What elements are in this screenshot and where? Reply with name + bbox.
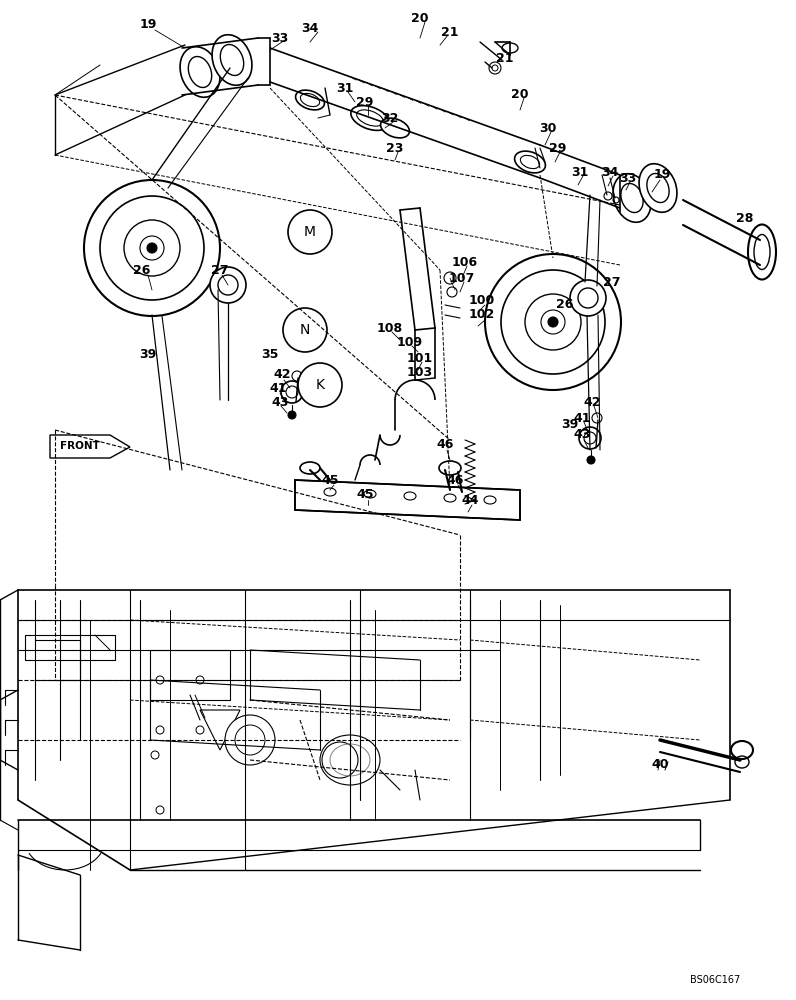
Ellipse shape (748, 225, 776, 279)
Circle shape (288, 411, 296, 419)
Text: 45: 45 (357, 488, 374, 502)
Text: 108: 108 (377, 322, 403, 334)
Polygon shape (50, 435, 130, 458)
Text: 39: 39 (561, 418, 579, 432)
Text: 29: 29 (549, 141, 567, 154)
Text: 23: 23 (386, 141, 404, 154)
Text: 103: 103 (407, 365, 433, 378)
Circle shape (225, 715, 275, 765)
Circle shape (570, 280, 606, 316)
Circle shape (579, 427, 601, 449)
Ellipse shape (300, 462, 320, 474)
Polygon shape (200, 710, 240, 750)
Circle shape (288, 210, 332, 254)
Circle shape (604, 192, 612, 200)
Text: 34: 34 (302, 21, 318, 34)
Circle shape (156, 806, 164, 814)
Circle shape (322, 742, 358, 778)
Text: 28: 28 (736, 212, 754, 225)
Ellipse shape (514, 151, 545, 173)
Text: 40: 40 (651, 758, 669, 772)
Ellipse shape (613, 174, 651, 222)
Text: M: M (304, 225, 316, 239)
Text: K: K (315, 378, 325, 392)
Text: 46: 46 (447, 474, 464, 487)
Text: 20: 20 (511, 89, 529, 102)
Text: 107: 107 (449, 271, 475, 284)
Text: 46: 46 (436, 438, 454, 452)
Polygon shape (295, 480, 520, 520)
Text: 19: 19 (139, 18, 157, 31)
Text: 20: 20 (412, 11, 429, 24)
Text: 109: 109 (397, 336, 423, 349)
Circle shape (447, 287, 457, 297)
Text: 43: 43 (573, 428, 591, 442)
Circle shape (283, 308, 327, 352)
Circle shape (281, 381, 303, 403)
Ellipse shape (380, 118, 409, 138)
Ellipse shape (295, 90, 325, 110)
Circle shape (196, 726, 204, 734)
Text: 42: 42 (583, 395, 601, 408)
Circle shape (485, 254, 621, 390)
Circle shape (156, 726, 164, 734)
Text: 43: 43 (271, 395, 289, 408)
Circle shape (292, 371, 302, 381)
Circle shape (592, 413, 602, 423)
Ellipse shape (444, 494, 456, 502)
Text: 41: 41 (573, 412, 591, 424)
Text: 21: 21 (496, 51, 513, 64)
Ellipse shape (404, 492, 416, 500)
Circle shape (84, 180, 220, 316)
Text: 34: 34 (601, 165, 618, 178)
Text: 19: 19 (654, 168, 671, 182)
Circle shape (444, 272, 456, 284)
Text: 30: 30 (540, 121, 556, 134)
Text: 33: 33 (619, 172, 637, 184)
Text: FRONT: FRONT (60, 441, 100, 451)
Text: 102: 102 (469, 308, 495, 322)
Text: 26: 26 (133, 263, 150, 276)
Ellipse shape (180, 47, 220, 97)
Text: 35: 35 (261, 349, 279, 361)
Ellipse shape (439, 461, 461, 475)
Ellipse shape (639, 164, 677, 212)
Text: 42: 42 (273, 368, 291, 381)
Circle shape (548, 317, 558, 327)
Ellipse shape (212, 35, 252, 85)
Circle shape (298, 363, 342, 407)
Text: 101: 101 (407, 352, 433, 364)
Text: 41: 41 (269, 381, 287, 394)
Text: 27: 27 (603, 275, 621, 288)
Circle shape (147, 243, 157, 253)
Ellipse shape (364, 490, 376, 498)
Circle shape (156, 676, 164, 684)
Text: 29: 29 (357, 96, 373, 108)
Text: 39: 39 (139, 349, 157, 361)
Text: 31: 31 (337, 82, 353, 95)
Text: 106: 106 (452, 255, 478, 268)
Text: 32: 32 (381, 111, 399, 124)
Circle shape (151, 751, 159, 759)
Ellipse shape (484, 496, 496, 504)
Ellipse shape (351, 106, 389, 130)
Ellipse shape (324, 488, 336, 496)
Circle shape (587, 456, 595, 464)
Text: 27: 27 (211, 263, 228, 276)
Text: 33: 33 (271, 31, 289, 44)
Circle shape (196, 676, 204, 684)
Circle shape (489, 62, 501, 74)
Ellipse shape (731, 741, 753, 759)
Text: 21: 21 (441, 25, 458, 38)
Text: 100: 100 (469, 294, 495, 306)
Text: N: N (300, 323, 310, 337)
Text: 31: 31 (572, 165, 589, 178)
Circle shape (210, 267, 246, 303)
Text: 26: 26 (556, 298, 574, 312)
Text: 44: 44 (461, 493, 478, 506)
Text: 45: 45 (322, 474, 339, 487)
Text: BS06C167: BS06C167 (690, 975, 740, 985)
